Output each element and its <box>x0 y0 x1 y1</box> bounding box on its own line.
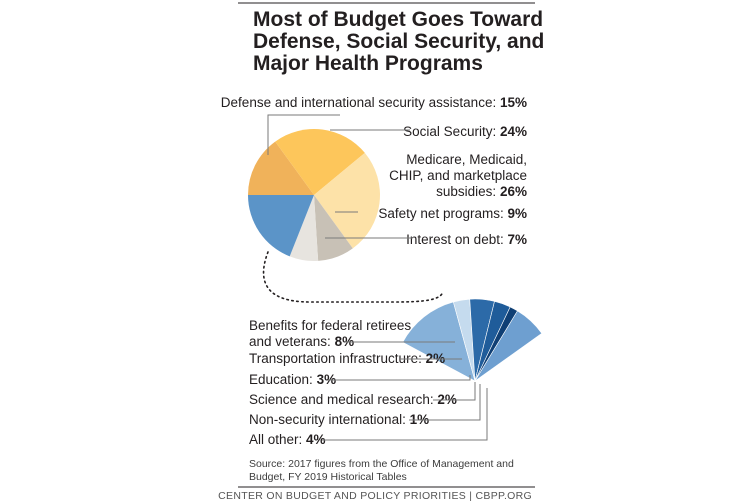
label-science: Science and medical research: 2% <box>249 392 457 407</box>
footer-credit: CENTER ON BUDGET AND POLICY PRIORITIES |… <box>218 490 532 502</box>
fan-slice-all-other <box>474 310 543 382</box>
pie-slice-other-detailed-below <box>248 195 314 257</box>
source-line-1: Source: 2017 figures from the Office of … <box>249 458 514 470</box>
chart-title-line-2: Defense, Social Security, and <box>253 30 544 53</box>
leader-defense <box>267 114 340 155</box>
label-safety-net: Safety net programs: 9% <box>378 206 527 221</box>
pie-slice-social-security <box>275 129 365 195</box>
label-medicare-line-2: CHIP, and marketplace <box>389 168 527 183</box>
pie-slice-defense-and-international-security-assistance <box>248 141 314 195</box>
chart-title-line-1: Most of Budget Goes Toward <box>253 8 543 31</box>
leader-non-security <box>409 384 481 421</box>
leader-science <box>433 382 476 401</box>
label-medicare-line-1: Medicare, Medicaid, <box>406 152 527 167</box>
leader-education <box>328 375 471 381</box>
label-non-security: Non-security international: 1% <box>249 412 429 427</box>
label-transportation: Transportation infrastructure: 2% <box>249 351 445 366</box>
leader-all-other <box>322 388 488 441</box>
chart-title-line-3: Major Health Programs <box>253 52 483 75</box>
pie-slice-interest-on-debt <box>289 195 319 262</box>
detail-fan <box>402 298 543 382</box>
label-social-security: Social Security: 24% <box>403 124 527 139</box>
label-interest: Interest on debt: 7% <box>406 232 527 247</box>
source-line-2: Budget, FY 2019 Historical Tables <box>249 471 407 483</box>
label-retirees-line-2: and veterans: 8% <box>249 334 354 349</box>
pie-slice-medicare-medicaid-chip-and-marketplace-subsidies <box>314 152 380 249</box>
label-all-other: All other: 4% <box>249 432 326 447</box>
detail-leader-lines <box>322 341 488 441</box>
pie-slice-safety-net-programs <box>314 195 353 261</box>
connector-arrow <box>262 251 444 303</box>
main-leader-lines <box>267 114 412 239</box>
fan-slice-benefits-for-federal-retirees-and-veterans <box>402 301 476 382</box>
label-medicare-line-3: subsidies: 26% <box>436 184 527 199</box>
label-retirees-line-1: Benefits for federal retirees <box>249 318 411 333</box>
label-defense: Defense and international security assis… <box>221 95 527 110</box>
label-education: Education: 3% <box>249 372 336 387</box>
main-pie <box>248 129 380 262</box>
